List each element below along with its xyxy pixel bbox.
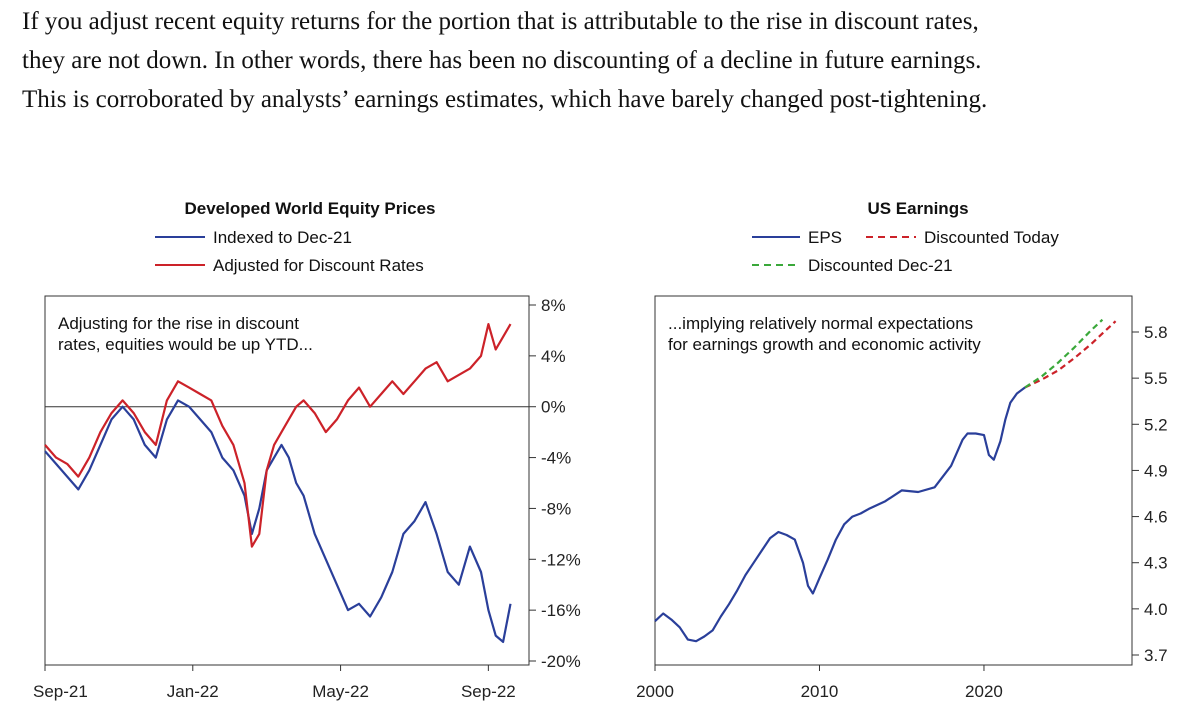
series-line-indexed <box>44 399 512 644</box>
left-chart-title: Developed World Equity Prices <box>185 199 436 218</box>
y-tick-label: -20% <box>541 652 581 671</box>
intro-paragraph: If you adjust recent equity returns for … <box>22 0 1192 119</box>
legend-right: EPS Discounted Today Discounted Dec-21 <box>752 228 1059 275</box>
y-tick-label: 8% <box>541 296 566 315</box>
legend-indexed-label: Indexed to Dec-21 <box>213 228 352 247</box>
paragraph-line-1: If you adjust recent equity returns for … <box>22 8 979 35</box>
legend-eps-label: EPS <box>808 228 842 247</box>
legend-discounted-dec21-label: Discounted Dec-21 <box>808 256 953 275</box>
left-annotation-line-1: Adjusting for the rise in discount <box>58 314 299 333</box>
us-earnings-chart: US Earnings EPS Discounted Today Discoun… <box>636 199 1168 701</box>
y-tick-label: -8% <box>541 499 571 518</box>
right-chart-title: US Earnings <box>867 199 968 218</box>
x-tick-label: Sep-21 <box>33 682 88 701</box>
series-line-discounted-today <box>1024 320 1117 389</box>
y-tick-label: 5.8 <box>1144 323 1168 342</box>
right-plot-frame <box>654 295 1133 666</box>
legend-adjusted-label: Adjusted for Discount Rates <box>213 256 424 275</box>
left-annotation-line-2: rates, equities would be up YTD... <box>58 335 313 354</box>
y-tick-label: -16% <box>541 601 581 620</box>
series-line-adjusted <box>44 323 512 548</box>
y-tick-label: 4.6 <box>1144 508 1168 527</box>
y-tick-label: 4.0 <box>1144 600 1168 619</box>
y-tick-label: 4% <box>541 347 566 366</box>
right-annotation-line-1: ...implying relatively normal expectatio… <box>668 314 973 333</box>
right-annotation-line-2: for earnings growth and economic activit… <box>668 335 981 354</box>
legend-left: Indexed to Dec-21 Adjusted for Discount … <box>155 228 424 275</box>
series-line-discounted-dec21 <box>1024 318 1104 389</box>
x-tick-label: Sep-22 <box>461 682 516 701</box>
y-tick-label: 0% <box>541 398 566 417</box>
x-tick-label: 2010 <box>801 682 839 701</box>
left-plot-frame <box>44 295 530 666</box>
paragraph-line-2: they are not down. In other words, there… <box>22 47 982 74</box>
y-tick-label: 4.9 <box>1144 461 1168 480</box>
y-tick-label: 4.3 <box>1144 554 1168 573</box>
series-line-eps <box>654 386 1026 643</box>
y-tick-label: 3.7 <box>1144 646 1168 665</box>
paragraph-line-3: This is corroborated by analysts’ earnin… <box>22 86 988 113</box>
y-tick-label: 5.2 <box>1144 415 1168 434</box>
y-tick-label: -4% <box>541 449 571 468</box>
legend-discounted-today-label: Discounted Today <box>924 228 1059 247</box>
x-tick-label: 2000 <box>636 682 674 701</box>
x-tick-label: Jan-22 <box>167 682 219 701</box>
x-tick-label: 2020 <box>965 682 1003 701</box>
y-tick-label: -12% <box>541 550 581 569</box>
equity-prices-chart: Developed World Equity Prices Indexed to… <box>33 199 581 701</box>
y-tick-label: 5.5 <box>1144 369 1168 388</box>
x-tick-label: May-22 <box>312 682 369 701</box>
